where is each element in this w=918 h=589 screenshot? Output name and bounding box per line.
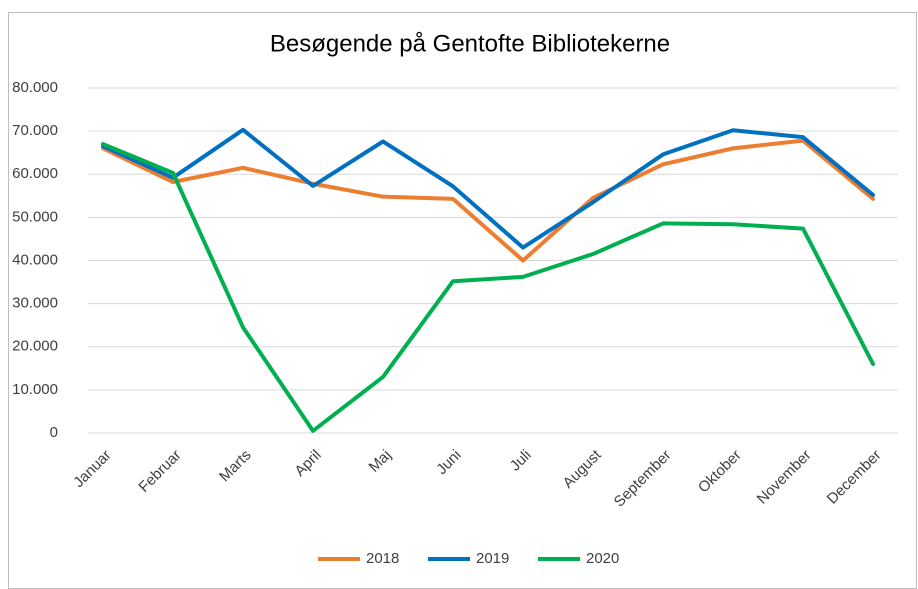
legend-label: 2018 (366, 550, 399, 567)
y-tick-label: 20.000 (12, 338, 58, 355)
series-line (101, 127, 875, 250)
legend-label: 2019 (476, 550, 509, 567)
y-tick-label: 10.000 (12, 381, 58, 398)
y-tick-label: 80.000 (12, 79, 58, 96)
y-tick-label: 50.000 (12, 208, 58, 225)
series-line (101, 142, 875, 433)
legend-label: 2020 (586, 550, 619, 567)
y-tick-label: 70.000 (12, 122, 58, 139)
chart-border (8, 12, 917, 589)
chart-title: Besøgende på Gentofte Bibliotekerne (270, 30, 670, 57)
y-tick-label: 30.000 (12, 295, 58, 312)
y-tick-label: 60.000 (12, 165, 58, 182)
y-tick-label: 40.000 (12, 251, 58, 268)
series-line (101, 138, 875, 263)
y-tick-label: 0 (50, 424, 58, 441)
